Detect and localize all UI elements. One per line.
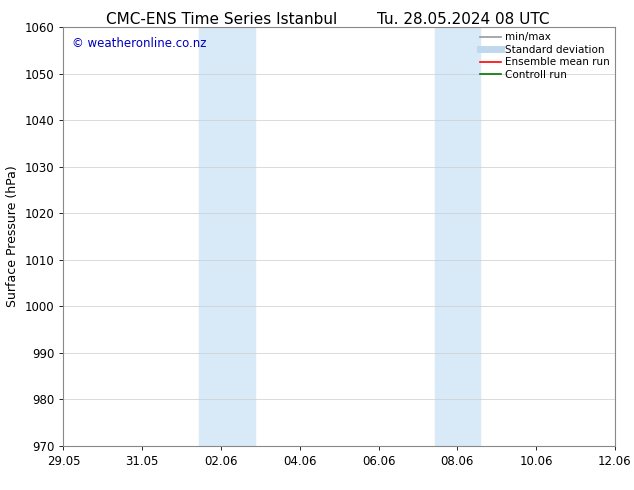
Text: Tu. 28.05.2024 08 UTC: Tu. 28.05.2024 08 UTC (377, 12, 549, 27)
Bar (198, 27, 255, 446)
Legend: min/max, Standard deviation, Ensemble mean run, Controll run: min/max, Standard deviation, Ensemble me… (478, 30, 612, 82)
Text: CMC-ENS Time Series Istanbul: CMC-ENS Time Series Istanbul (107, 12, 337, 27)
Bar (435, 27, 480, 446)
Text: © weatheronline.co.nz: © weatheronline.co.nz (72, 37, 206, 50)
Y-axis label: Surface Pressure (hPa): Surface Pressure (hPa) (6, 166, 19, 307)
